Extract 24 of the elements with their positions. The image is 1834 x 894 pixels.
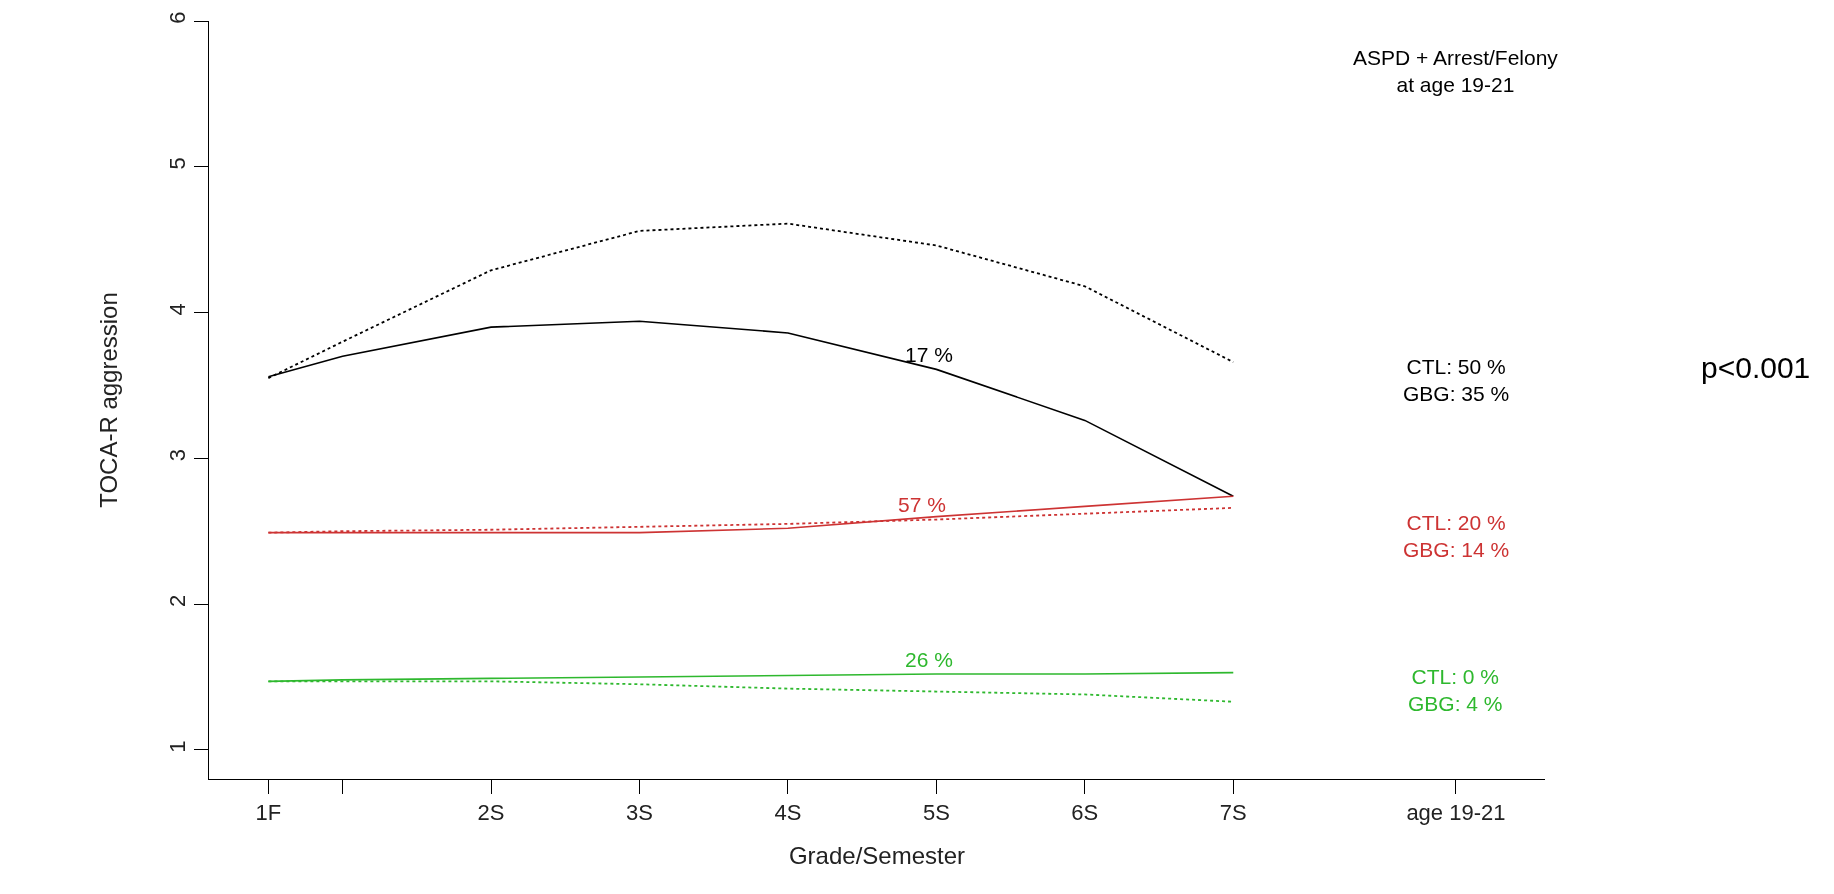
x-tick-label: 3S: [626, 800, 653, 826]
x-tick-label: 7S: [1219, 800, 1247, 826]
annotation: CTL: 0 % GBG: 4 %: [1408, 665, 1503, 716]
y-tick-label: 2: [165, 594, 191, 607]
annotation: 17 %: [905, 343, 953, 366]
annotation: CTL: 50 % GBG: 35 %: [1403, 355, 1510, 406]
annotation: 57 %: [898, 493, 946, 516]
y-tick-label: 3: [165, 448, 191, 462]
x-axis-title: Grade/Semester: [788, 841, 966, 869]
y-axis-title: TOCA-R aggression: [95, 292, 123, 508]
x-tick-label: 1F: [255, 800, 282, 826]
x-tick-label: 6S: [1071, 800, 1099, 826]
x-tick-label: 5S: [922, 800, 950, 826]
y-tick-label: 4: [165, 303, 191, 316]
x-tick-label: 2S: [477, 800, 505, 826]
annotation: CTL: 20 % GBG: 14 %: [1403, 511, 1510, 562]
y-tick-label: 5: [165, 157, 191, 170]
annotation: ASPD + Arrest/Felony at age 19-21: [1353, 46, 1559, 97]
x-tick-label: 4S: [774, 800, 802, 826]
x-tick-label: age 19-21: [1406, 800, 1506, 826]
y-tick-label: 6: [165, 11, 191, 24]
annotation: 26 %: [905, 648, 953, 671]
text: p<0.001: [1701, 351, 1811, 384]
y-tick-label: 1: [165, 740, 191, 753]
